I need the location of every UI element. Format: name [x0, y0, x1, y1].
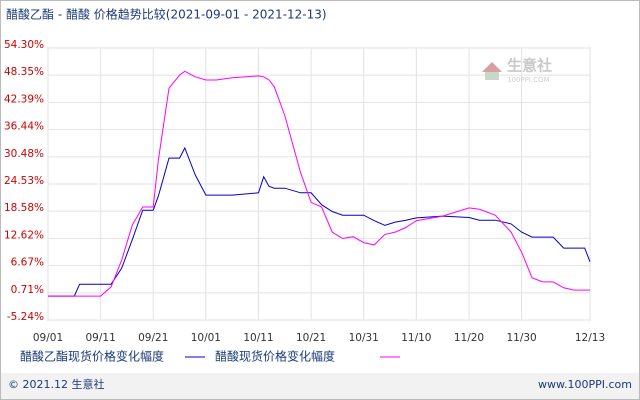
y-tick-label: 36.44% [4, 121, 44, 133]
grid [47, 47, 591, 321]
y-tick-label: 48.35% [4, 66, 44, 78]
watermark: 生意社 100PPI.COM [482, 57, 552, 84]
watermark-name: 生意社 [507, 57, 552, 75]
footer-right: www.100PPI.com [538, 378, 632, 391]
y-tick-label: 54.30% [4, 39, 44, 51]
y-tick-label: 0.71% [11, 284, 44, 296]
legend-label: 醋酸乙酯现货价格变化幅度 [20, 349, 164, 364]
y-tick-label: 24.53% [4, 175, 44, 187]
y-tick-label: 18.58% [4, 202, 44, 214]
footer-left: © 2021.12 生意社 [8, 377, 104, 391]
x-tick-label: 09/01 [33, 332, 63, 344]
x-tick-label: 09/11 [85, 332, 115, 344]
watermark-site: 100PPI.COM [507, 76, 550, 84]
series-line [48, 146, 591, 297]
chart-title: 醋酸乙酯 - 醋酸 价格趋势比较(2021-09-01 - 2021-12-13… [6, 7, 327, 22]
x-tick-label: 11/30 [506, 332, 536, 344]
x-tick-label: 09/21 [138, 332, 168, 344]
x-tick-label: 11/20 [454, 332, 484, 344]
series-line [48, 70, 590, 297]
x-tick-label: 10/11 [243, 332, 273, 344]
legend-label: 醋酸现货价格变化幅度 [215, 349, 335, 364]
footer-bar [1, 373, 639, 399]
y-tick-label: 12.62% [4, 229, 44, 241]
x-tick-label: 11/10 [401, 332, 431, 344]
x-tick-label: 12/13 [575, 332, 605, 344]
watermark-icon [485, 72, 499, 80]
x-tick-label: 10/31 [349, 332, 379, 344]
x-tick-label: 10/01 [191, 332, 221, 344]
x-tick-label: 10/21 [296, 332, 326, 344]
y-tick-label: 6.67% [11, 257, 44, 269]
y-tick-label: -5.24% [7, 311, 44, 323]
y-tick-label: 42.39% [4, 93, 44, 105]
watermark-icon [482, 62, 502, 72]
y-tick-label: 30.48% [4, 148, 44, 160]
